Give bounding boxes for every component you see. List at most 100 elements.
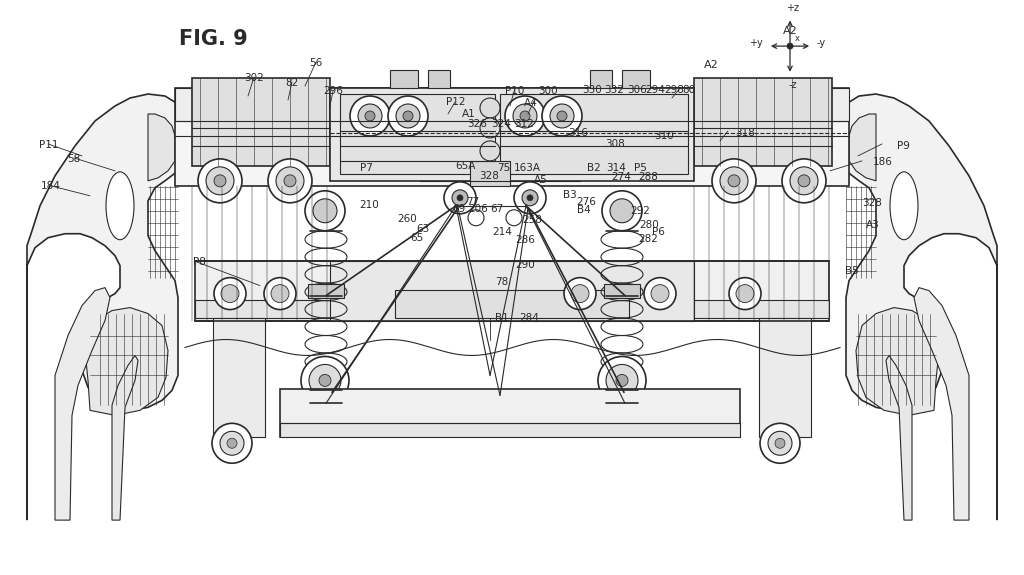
Text: 308: 308 <box>605 139 626 148</box>
Text: 274: 274 <box>611 172 632 182</box>
Circle shape <box>365 111 375 121</box>
Bar <box>395 290 629 317</box>
Text: 328: 328 <box>862 198 883 208</box>
Text: P10: P10 <box>506 86 524 96</box>
Circle shape <box>557 111 567 121</box>
Circle shape <box>480 118 500 138</box>
Polygon shape <box>856 308 938 415</box>
Circle shape <box>220 431 244 455</box>
Bar <box>330 88 694 181</box>
Text: 294: 294 <box>645 85 666 95</box>
Text: 69: 69 <box>453 204 465 214</box>
Circle shape <box>276 167 304 195</box>
Text: 260: 260 <box>397 214 418 224</box>
Circle shape <box>403 111 413 121</box>
Text: 58: 58 <box>68 154 80 164</box>
Polygon shape <box>148 114 175 181</box>
Circle shape <box>227 438 237 449</box>
Circle shape <box>712 159 756 203</box>
Circle shape <box>768 431 792 455</box>
Circle shape <box>602 191 642 231</box>
Text: 316: 316 <box>568 128 589 138</box>
Bar <box>280 423 740 438</box>
Text: P11: P11 <box>39 140 59 150</box>
Text: 163A: 163A <box>514 163 541 172</box>
Circle shape <box>651 285 669 302</box>
Bar <box>428 70 450 88</box>
Circle shape <box>396 104 420 128</box>
Text: B4: B4 <box>577 205 591 214</box>
Text: 80: 80 <box>683 85 695 95</box>
Text: 286: 286 <box>515 236 536 246</box>
Polygon shape <box>849 114 876 181</box>
Circle shape <box>513 104 537 128</box>
Polygon shape <box>86 308 168 415</box>
Text: P9: P9 <box>897 141 909 151</box>
Circle shape <box>522 190 538 206</box>
Text: 280: 280 <box>639 220 659 230</box>
Text: 78: 78 <box>496 277 508 288</box>
Bar <box>195 260 829 320</box>
Text: 75: 75 <box>498 163 510 172</box>
Text: A3: A3 <box>865 220 880 230</box>
Circle shape <box>506 210 522 226</box>
Text: 186: 186 <box>872 157 893 167</box>
Circle shape <box>514 182 546 214</box>
Polygon shape <box>112 355 138 520</box>
Ellipse shape <box>890 172 918 240</box>
Circle shape <box>527 195 534 201</box>
Ellipse shape <box>106 172 134 240</box>
Polygon shape <box>914 288 969 520</box>
Circle shape <box>457 195 463 201</box>
Circle shape <box>388 96 428 136</box>
Text: 288: 288 <box>638 172 658 182</box>
Circle shape <box>221 285 239 302</box>
Text: P8: P8 <box>194 257 206 267</box>
Circle shape <box>564 278 596 309</box>
Bar <box>280 389 740 438</box>
Circle shape <box>452 190 468 206</box>
Polygon shape <box>886 355 912 520</box>
Text: FIG. 9: FIG. 9 <box>179 29 248 48</box>
Text: A1: A1 <box>462 109 476 119</box>
Bar <box>213 317 265 438</box>
Circle shape <box>775 438 785 449</box>
Text: +z: +z <box>786 3 800 13</box>
Circle shape <box>198 159 242 203</box>
Text: -z: -z <box>788 80 798 90</box>
Text: B1: B1 <box>495 313 509 323</box>
Circle shape <box>319 374 331 386</box>
Bar <box>694 78 831 166</box>
Circle shape <box>520 111 530 121</box>
Bar <box>590 70 612 88</box>
Circle shape <box>787 43 793 49</box>
Bar <box>175 88 849 186</box>
Text: 82: 82 <box>286 78 298 88</box>
Circle shape <box>606 365 638 396</box>
Circle shape <box>313 199 337 223</box>
Text: 206: 206 <box>468 204 488 214</box>
Circle shape <box>550 104 574 128</box>
Text: 292: 292 <box>630 206 650 216</box>
Text: 258: 258 <box>522 216 543 225</box>
Circle shape <box>480 98 500 118</box>
Circle shape <box>305 191 345 231</box>
Text: 290: 290 <box>515 260 536 270</box>
Text: B2: B2 <box>587 163 601 172</box>
Circle shape <box>760 423 800 463</box>
Circle shape <box>212 423 252 463</box>
Circle shape <box>214 278 246 309</box>
Circle shape <box>542 96 582 136</box>
Circle shape <box>301 356 349 404</box>
Text: 284: 284 <box>519 313 540 323</box>
Polygon shape <box>839 94 997 520</box>
Text: 328: 328 <box>479 171 500 181</box>
Text: x: x <box>795 34 800 43</box>
Text: 63: 63 <box>417 224 429 234</box>
Text: P5: P5 <box>634 163 646 172</box>
Text: 214: 214 <box>492 227 512 237</box>
Bar <box>308 389 344 404</box>
Text: P12: P12 <box>445 97 466 106</box>
Bar <box>340 94 495 174</box>
Text: 282: 282 <box>638 235 658 244</box>
